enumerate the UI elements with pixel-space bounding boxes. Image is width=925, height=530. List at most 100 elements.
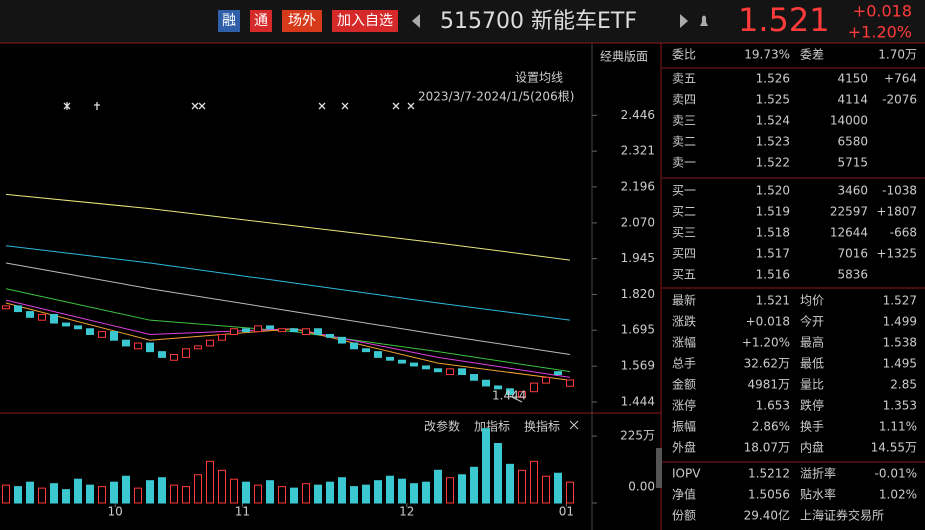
volume-bar [2,484,10,504]
stat-value: 1.5056 [748,488,790,502]
volume-bar [458,474,466,504]
moving-average [5,262,571,356]
x-tick-label: 10 [108,505,123,519]
alert-bell[interactable] [700,15,708,27]
stat-value: -0.01% [875,467,917,481]
badge[interactable] [250,10,272,32]
v-tick-label: 225万 [620,429,655,443]
level-change: +1325 [876,247,917,261]
level-volume: 7016 [837,247,868,261]
volume-bar [302,483,310,504]
candle [422,365,430,370]
stat-value: 2.86% [752,420,790,434]
next-arrow[interactable] [680,14,688,28]
scrollbar[interactable] [656,448,662,488]
candle [338,336,346,344]
indicator-tab[interactable]: 换指标 [524,419,560,434]
close-icon[interactable] [569,420,579,430]
change-pct: +1.20% [848,23,912,42]
ma-setting[interactable]: 设置均线 [515,71,563,85]
stat-value: 2.85 [890,378,917,392]
level-price: 1.525 [756,93,790,107]
candle [326,333,334,338]
badge-label[interactable]: 场外 [288,13,316,29]
indicator-tab[interactable]: 改参数 [424,419,460,434]
y-tick-label: 1.820 [621,287,655,301]
y-tick-label: 2.446 [621,108,655,122]
badge-label[interactable]: 加入自选 [337,13,393,29]
volume-bar [362,484,370,504]
candle [506,388,514,396]
moving-average [5,299,571,378]
volume-bar [110,481,118,504]
level-volume: 4150 [837,72,868,86]
candle [242,328,250,333]
stat-value: 1.521 [756,294,790,308]
badge[interactable] [332,10,398,32]
candle [158,351,166,358]
volume-bar [266,480,274,504]
level-price: 1.516 [756,268,790,282]
volume-bar [134,487,142,504]
x-tick-label: 01 [559,505,574,519]
stat-value: 1.538 [883,336,917,350]
volume-bar [14,486,22,504]
volume-bar [86,484,94,504]
stat-label: 量比 [800,378,824,392]
candle [98,331,106,338]
level-price: 1.518 [756,226,790,240]
badge-label[interactable]: 通 [254,13,268,29]
stat-label: IOPV [672,467,701,481]
candle [530,382,538,393]
candle [374,351,382,358]
candle [26,311,34,318]
ratio-label: 委比 [672,48,696,62]
event-markers [63,102,415,110]
volume-bar [374,480,382,504]
candle [410,362,418,367]
candle [362,348,370,353]
change: +0.018 [853,2,912,21]
y-tick-label: 1.695 [621,323,655,337]
volume-bar [50,483,58,504]
candle [566,379,574,387]
candle [518,391,526,398]
ratio-value: 19.73% [744,48,790,62]
stat-label: 最低 [800,357,824,371]
volume-bar [470,466,478,504]
badge[interactable] [282,10,322,32]
prev-arrow[interactable] [412,14,420,28]
level-change: +1807 [876,205,917,219]
candle [38,313,46,321]
level-volume: 5836 [837,268,868,282]
stat-label: 最新 [672,293,696,308]
candle [314,328,322,335]
stat-label: 净值 [672,487,696,502]
badge[interactable] [218,10,240,32]
candle [446,368,454,376]
stat-label: 份额 [672,509,696,523]
volume-bar [230,478,238,504]
indicator-tab[interactable]: 加指标 [474,419,510,434]
candle [554,371,562,376]
y-tick-label: 2.321 [621,144,655,158]
level-volume: 12644 [830,226,868,240]
level-change: -668 [890,226,917,240]
stat-value: 14.55万 [871,441,917,455]
candle [50,313,58,324]
stat-value: 1.495 [883,357,917,371]
volume-bar [38,487,46,504]
level-label: 卖二 [672,135,696,149]
stat-value: 18.07万 [744,441,790,455]
volume-bar [158,477,166,504]
stat-label: 外盘 [672,440,696,455]
candle [458,368,466,376]
level-label: 买四 [672,247,696,261]
symbol: 515700 新能车ETF [440,9,637,34]
stat-label: 金额 [672,377,696,392]
volume-bar [218,469,226,504]
layout-tab[interactable]: 经典版面 [600,50,648,64]
badge-label[interactable]: 融 [222,13,236,29]
candle [278,328,286,333]
level-volume: 14000 [830,114,868,128]
